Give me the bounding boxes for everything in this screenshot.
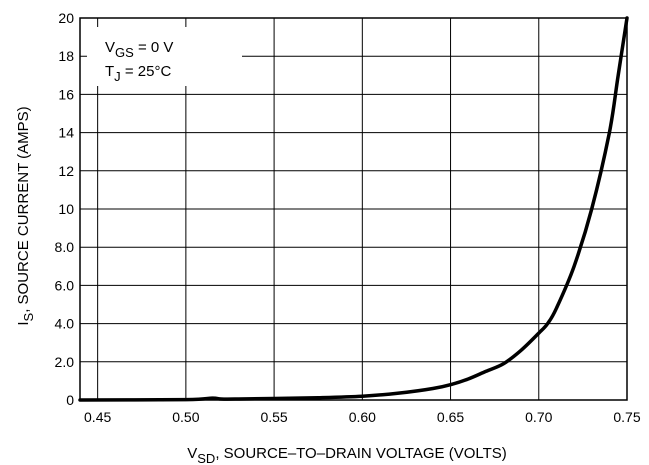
x-tick-label: 0.50 xyxy=(172,409,199,425)
condition-vgs: VGS = 0 V xyxy=(105,39,173,60)
x-tick-labels: 0.45 0.50 0.55 0.60 0.65 0.70 0.75 xyxy=(84,409,641,425)
y-tick-label: 2.0 xyxy=(55,354,75,370)
condition-box xyxy=(87,27,242,86)
y-tick-label: 10 xyxy=(58,201,74,217)
plot-border xyxy=(79,17,628,401)
y-axis-label: IS, SOURCE CURRENT (AMPS) xyxy=(15,106,36,325)
y-tick-label: 18 xyxy=(58,48,74,64)
x-axis-label: VSD, SOURCE–TO–DRAIN VOLTAGE (VOLTS) xyxy=(187,445,507,465)
y-tick-label: 4.0 xyxy=(55,316,75,332)
y-tick-label: 14 xyxy=(58,125,74,141)
x-tick-label: 0.70 xyxy=(525,409,552,425)
x-tick-label: 0.60 xyxy=(349,409,376,425)
plot-frame xyxy=(79,17,628,401)
y-tick-label: 0 xyxy=(66,392,74,408)
y-tick-labels: 0 2.0 4.0 6.0 8.0 10 12 14 16 18 20 xyxy=(55,10,75,408)
x-tick-label: 0.65 xyxy=(437,409,464,425)
series-line xyxy=(78,16,629,402)
y-tick-label: 16 xyxy=(58,86,74,102)
condition-tj: TJ = 25°C xyxy=(105,63,171,84)
y-tick-label: 8.0 xyxy=(55,239,75,255)
x-tick-label: 0.75 xyxy=(613,409,640,425)
y-tick-label: 6.0 xyxy=(55,277,75,293)
y-tick-label: 20 xyxy=(58,10,74,26)
x-tick-label: 0.45 xyxy=(84,409,111,425)
y-tick-label: 12 xyxy=(58,163,74,179)
x-tick-label: 0.55 xyxy=(260,409,287,425)
